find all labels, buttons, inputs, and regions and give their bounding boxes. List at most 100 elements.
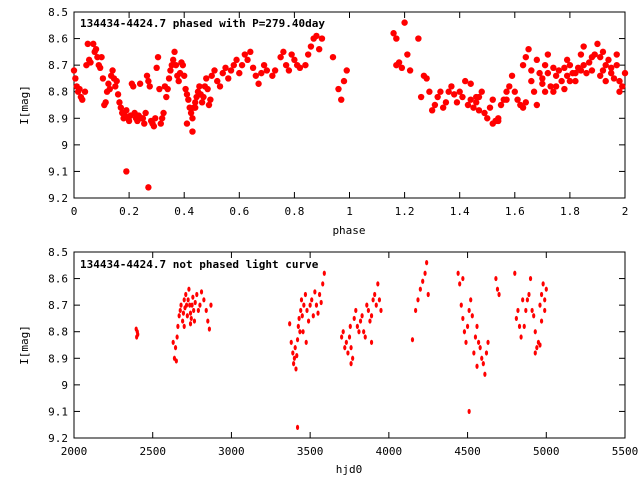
data-point	[188, 302, 192, 308]
data-point	[99, 75, 107, 82]
y-tick-label: 8.6	[48, 33, 68, 46]
data-point	[285, 67, 293, 74]
data-point	[187, 109, 195, 117]
chart-title: 134434-4424.7 phased with P=279.40day	[80, 17, 325, 30]
data-point	[271, 67, 279, 74]
data-point	[415, 35, 422, 42]
data-point	[538, 342, 542, 348]
data-point	[506, 83, 513, 90]
data-point	[171, 339, 175, 345]
data-point	[207, 326, 211, 332]
data-point	[238, 61, 246, 69]
data-point	[459, 93, 466, 101]
data-point	[182, 85, 189, 93]
data-point	[481, 361, 485, 367]
data-point	[393, 35, 400, 42]
data-point	[371, 297, 375, 303]
data-point	[519, 104, 527, 111]
data-point	[153, 64, 160, 72]
data-point	[521, 297, 525, 303]
data-point	[476, 339, 481, 345]
data-point	[369, 313, 374, 319]
y-tick-label: 8.7	[48, 59, 68, 72]
data-point	[313, 32, 320, 40]
data-point	[163, 93, 170, 101]
data-point	[187, 286, 191, 292]
data-point	[192, 318, 197, 324]
data-point	[184, 302, 189, 308]
data-point	[469, 297, 473, 303]
data-point	[418, 286, 422, 292]
data-point	[481, 109, 488, 117]
data-point	[184, 291, 188, 298]
data-point	[577, 67, 585, 74]
data-point	[547, 83, 554, 90]
data-point	[525, 297, 529, 303]
data-point	[390, 30, 397, 37]
data-point	[113, 77, 120, 85]
data-point	[167, 67, 174, 74]
data-point	[524, 307, 528, 314]
points-group	[70, 19, 629, 191]
data-point	[448, 83, 455, 90]
data-point	[189, 128, 196, 135]
data-point	[539, 291, 544, 298]
data-point	[533, 350, 537, 356]
data-point	[373, 291, 377, 298]
data-point	[472, 350, 476, 356]
data-point	[522, 53, 530, 61]
data-point	[299, 297, 304, 303]
data-point	[293, 345, 297, 351]
data-point	[296, 323, 300, 329]
data-point	[87, 59, 94, 66]
data-point	[247, 48, 254, 56]
data-point	[599, 48, 607, 56]
data-point	[561, 85, 568, 93]
data-point	[552, 83, 560, 90]
x-tick-label: 0.6	[229, 205, 249, 218]
data-point	[300, 313, 304, 319]
x-tick-label: 5000	[533, 445, 560, 458]
data-point	[416, 297, 420, 303]
data-point	[193, 299, 197, 306]
data-point	[357, 329, 361, 335]
data-point	[467, 80, 474, 87]
data-point	[181, 318, 185, 324]
data-point	[544, 51, 552, 58]
data-point	[580, 43, 587, 50]
data-point	[249, 64, 257, 72]
data-point	[349, 345, 353, 351]
data-point	[550, 88, 557, 95]
data-point	[349, 361, 353, 367]
data-point	[175, 334, 179, 340]
data-point	[473, 334, 478, 340]
data-point	[292, 355, 296, 361]
data-point	[497, 101, 505, 109]
data-point	[484, 115, 491, 122]
data-point	[450, 91, 458, 98]
data-point	[503, 96, 510, 103]
data-point	[174, 358, 178, 364]
data-point	[260, 61, 268, 69]
data-point	[351, 355, 355, 361]
data-point	[196, 307, 200, 314]
x-tick-label: 1.2	[395, 205, 415, 218]
data-point	[528, 67, 535, 74]
data-point	[536, 69, 543, 77]
data-point	[177, 313, 181, 319]
data-point	[301, 329, 305, 335]
data-point	[204, 307, 208, 314]
data-point	[616, 88, 623, 95]
data-point	[434, 93, 441, 101]
data-point	[209, 302, 213, 308]
data-point	[305, 307, 309, 314]
data-point	[423, 75, 430, 82]
x-axis-label: hjd0	[336, 463, 363, 476]
data-point	[198, 99, 206, 106]
data-point	[317, 291, 322, 298]
data-point	[588, 67, 596, 74]
data-point	[360, 313, 364, 319]
data-point	[374, 302, 378, 308]
data-point	[188, 310, 193, 316]
